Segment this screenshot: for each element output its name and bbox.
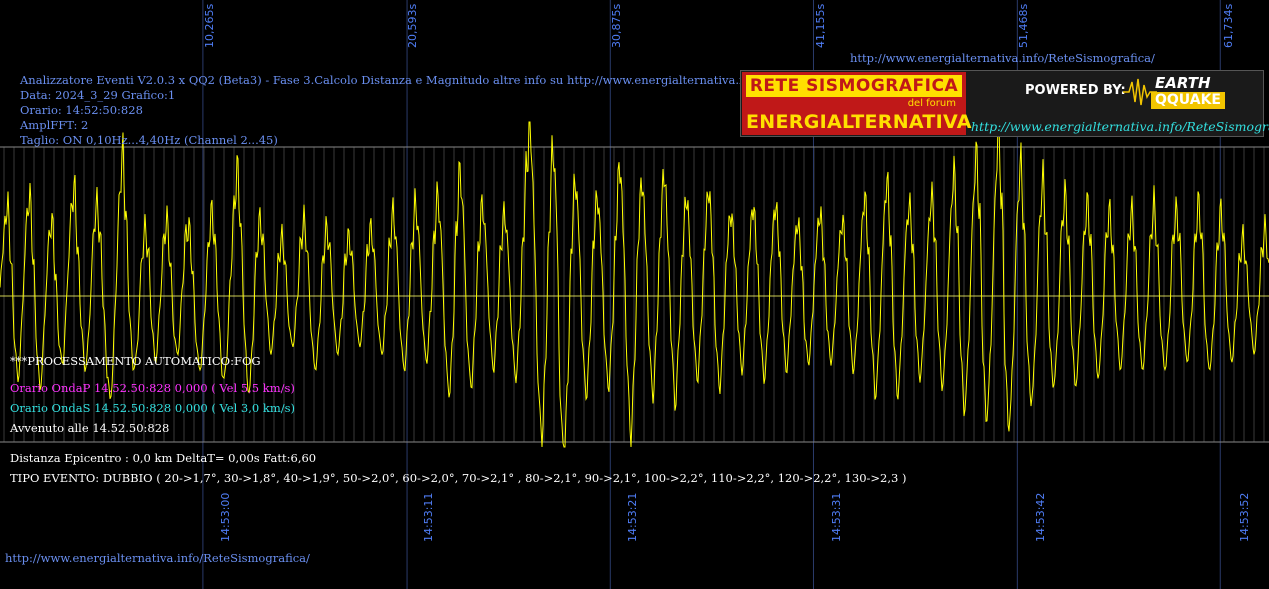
- seismograph-wave-icon: [1123, 78, 1157, 106]
- rete-sismografica-logo[interactable]: RETE SISMOGRAFICA del forum ENERGIALTERN…: [740, 70, 1269, 137]
- epicenter-distance: Distanza Epicentro : 0,0 km DeltaT= 0,00…: [10, 451, 317, 465]
- event-type: TIPO EVENTO: DUBBIO ( 20->1,7°, 30->1,8°…: [10, 471, 907, 485]
- bottom-tick-label: 14:53:11: [422, 492, 435, 542]
- logo-title: RETE SISMOGRAFICA: [746, 75, 962, 97]
- bottom-url-link[interactable]: http://www.energialternativa.info/ReteSi…: [5, 551, 310, 565]
- bottom-tick-label: 14:53:52: [1238, 492, 1251, 542]
- event-time: Avvenuto alle 14.52.50:828: [10, 421, 170, 435]
- onda-p-time: Orario OndaP 14.52.50:828 0,000 ( Vel 5,…: [10, 381, 295, 395]
- top-tick-label: 61,734s: [1222, 3, 1235, 48]
- logo-subtitle: del forum: [907, 98, 956, 109]
- top-tick-label: 41,155s: [814, 3, 827, 48]
- onda-s-time: Orario OndaS 14.52.50:828 0,000 ( Vel 3,…: [10, 401, 296, 415]
- top-url-link[interactable]: http://www.energialternativa.info/ReteSi…: [850, 51, 1155, 65]
- top-tick-label: 10,265s: [203, 3, 216, 48]
- logo-brand: ENERGIALTERNATIVA: [746, 111, 972, 133]
- grid: [3, 0, 1265, 589]
- bottom-tick-label: 14:53:00: [219, 492, 232, 542]
- logo-red-panel: RETE SISMOGRAFICA del forum ENERGIALTERN…: [742, 72, 972, 135]
- logo-earth: EARTH: [1155, 74, 1211, 92]
- logo-qquake: QQUAKE: [1151, 92, 1225, 109]
- top-tick-label: 51,468s: [1017, 3, 1030, 48]
- processing-auto: ***PROCESSAMENTO AUTOMATICO:FOG: [10, 354, 261, 368]
- info-title: Analizzatore Eventi V2.0.3 x QQ2 (Beta3)…: [20, 73, 821, 87]
- info-amplfft: AmplFFT: 2: [20, 118, 89, 132]
- bottom-tick-label: 14:53:42: [1034, 492, 1047, 542]
- seismic-trace: [0, 121, 1269, 448]
- bottom-tick-label: 14:53:21: [626, 492, 639, 542]
- top-tick-label: 30,875s: [610, 3, 623, 48]
- bottom-tick-label: 14:53:31: [830, 492, 843, 542]
- info-time: Orario: 14:52:50:828: [20, 103, 143, 117]
- info-filter: Taglio: ON 0,10Hz...4,40Hz (Channel 2...…: [20, 133, 278, 147]
- logo-url: http://www.energialternativa.info/ReteSi…: [971, 119, 1269, 134]
- info-date: Data: 2024_3_29 Grafico:1: [20, 88, 176, 102]
- logo-powered-by: POWERED BY:: [1025, 83, 1126, 98]
- top-tick-label: 20,593s: [406, 3, 419, 48]
